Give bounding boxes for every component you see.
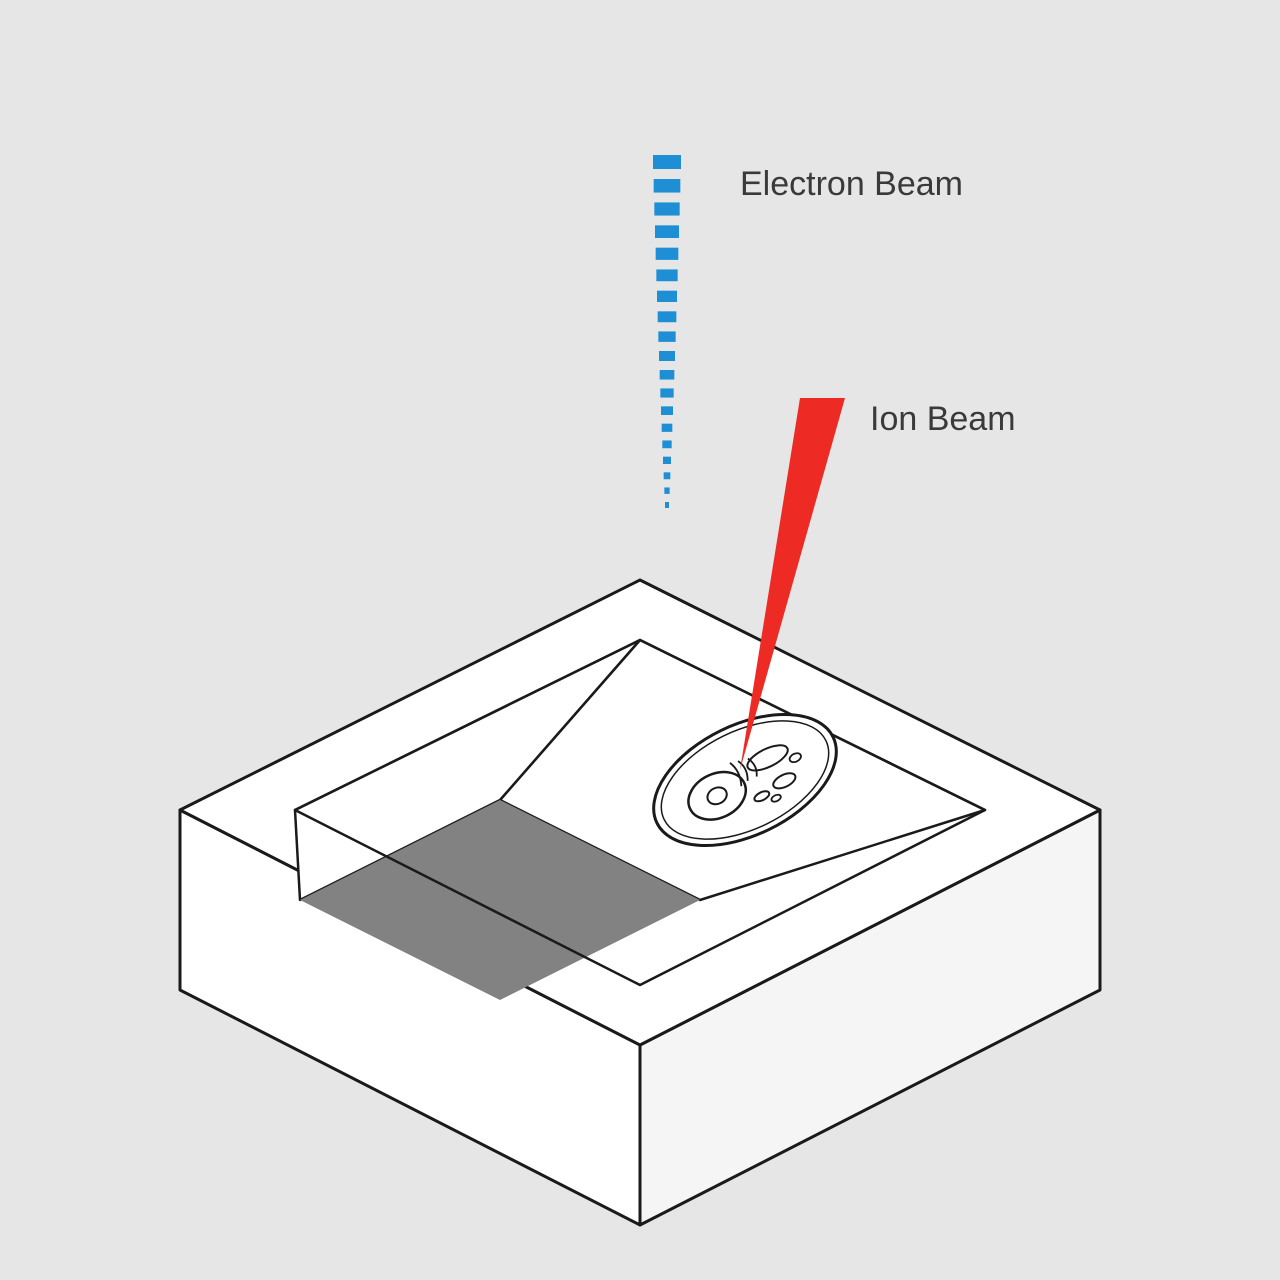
diagram-canvas: Electron Beam Ion Beam: [0, 0, 1280, 1280]
electron-beam-label: Electron Beam: [740, 165, 963, 203]
ion-beam-label: Ion Beam: [870, 400, 1016, 438]
